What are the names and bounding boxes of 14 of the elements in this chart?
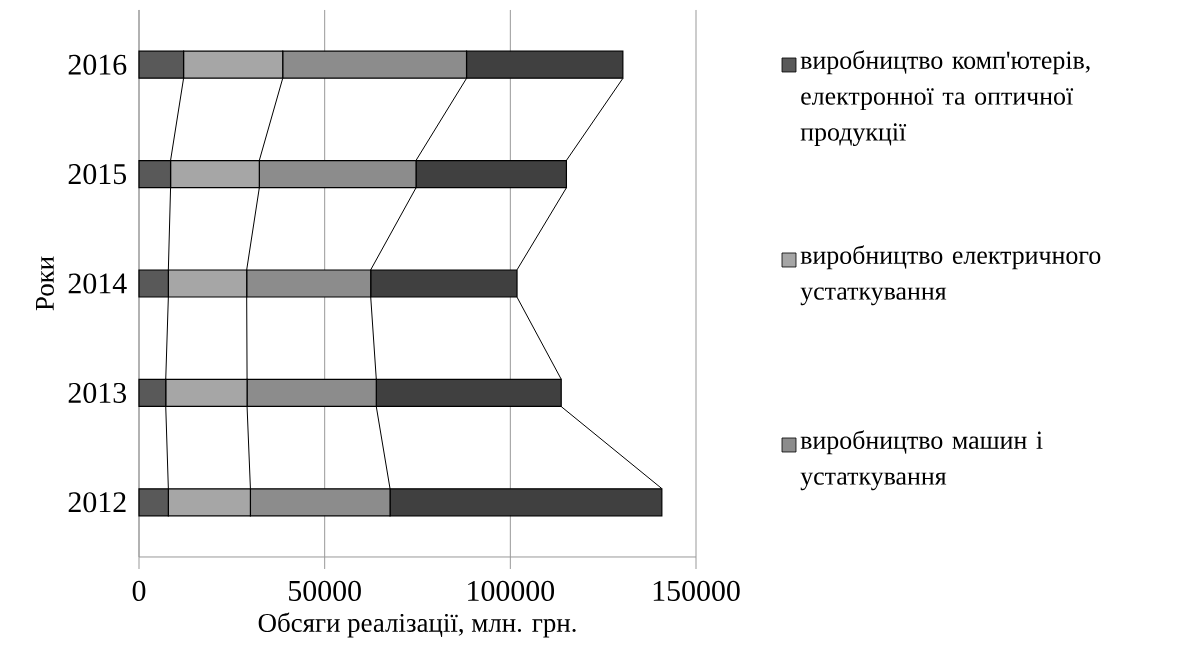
x-axis-title: Обсяги реалізації, млн. грн. [258, 612, 576, 638]
y-axis-title: Роки [36, 256, 54, 311]
x-tick-label: 100000 [468, 580, 555, 601]
y-tick-label: 2012 [68, 492, 126, 513]
x-tick-label: 150000 [653, 580, 740, 601]
legend-label: виробництво комп'ютерів, електронної та оптичної продукції [800, 50, 1090, 147]
legend-label: виробництво машин і устаткування [800, 430, 1043, 491]
y-tick-label: 2016 [68, 54, 127, 75]
x-tick-label: 50000 [289, 580, 361, 601]
y-tick-label: 2013 [68, 382, 127, 403]
y-tick-label: 2014 [68, 273, 127, 294]
x-tick-label: 0 [132, 580, 146, 601]
y-tick-label: 2015 [68, 164, 127, 185]
legend-label: виробництво електричного устаткування [800, 245, 1101, 306]
